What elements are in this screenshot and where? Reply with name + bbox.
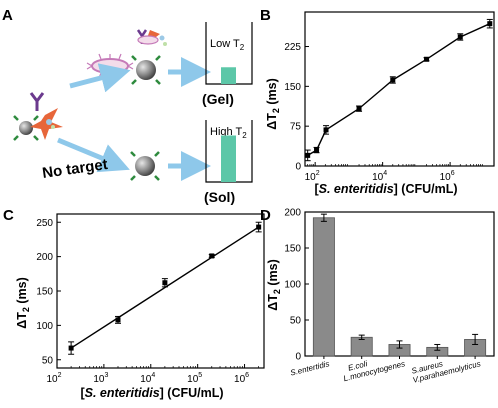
panel-b-ylabel-unit: (ms) xyxy=(265,78,279,108)
x-tick-label: 104 xyxy=(140,372,155,385)
data-point xyxy=(162,280,168,286)
series-line xyxy=(70,226,260,349)
data-point xyxy=(68,345,74,351)
y-tick-label: 150 xyxy=(284,244,301,255)
panel-c-ylabel-unit: (ms) xyxy=(15,277,29,307)
data-point xyxy=(323,127,329,133)
panel-d-ylabel-main: ΔT xyxy=(266,294,280,311)
panel-b-ylabel-sub: 2 xyxy=(271,108,281,113)
sol-caption: (Sol) xyxy=(204,189,235,205)
panel-b-xlabel-post: ] (CFU/mL) xyxy=(394,182,458,196)
bacteria-cluster-icon xyxy=(30,108,63,140)
high-t2-bar xyxy=(221,135,236,182)
data-point xyxy=(305,152,311,158)
y-tick-label: 150 xyxy=(284,82,301,93)
bottom-arrow-1 xyxy=(57,137,130,173)
high-t2-box: High T2 (Sol) xyxy=(204,120,253,205)
panel-b-xlabel-species: S. enteritidis xyxy=(319,182,394,196)
y-tick-label: 100 xyxy=(36,321,53,332)
dispersed-particle-icon xyxy=(130,151,160,181)
panel-c-xlabel-pre: [ xyxy=(80,386,85,400)
y-tick-label: 50 xyxy=(42,355,54,366)
data-point xyxy=(487,21,493,27)
panel-b-ylabel-main: ΔT xyxy=(265,113,279,130)
data-point xyxy=(209,253,215,259)
y-tick-label: 0 xyxy=(295,352,301,363)
x-tick-label: 102 xyxy=(46,372,61,385)
panel-c-label: C xyxy=(3,207,14,224)
aggregated-particle-icon xyxy=(131,29,167,85)
data-point xyxy=(115,317,121,323)
antibody-icon xyxy=(29,92,45,111)
y-tick-label: 250 xyxy=(36,218,53,229)
panel-c-ylabel-sub: 2 xyxy=(21,307,31,312)
no-target-label: No target xyxy=(41,156,109,182)
panel-a-label: A xyxy=(2,7,13,24)
svg-text:Low T2: Low T2 xyxy=(210,38,245,52)
panel-a: A Low T xyxy=(2,7,253,205)
top-arrow-1 xyxy=(69,63,131,93)
svg-text:ΔT2 (ms): ΔT2 (ms) xyxy=(265,78,281,130)
panel-d-label: D xyxy=(260,207,271,224)
data-point xyxy=(256,224,262,230)
bar xyxy=(312,217,335,357)
x-tick-label: 106 xyxy=(440,170,455,183)
low-t2-text: Low T xyxy=(210,38,240,50)
gel-caption: (Gel) xyxy=(202,91,234,107)
data-point xyxy=(390,77,396,83)
bar xyxy=(350,336,373,357)
x-tick-label: 106 xyxy=(234,372,249,385)
panel-d-ylabel-unit: (ms) xyxy=(266,259,280,289)
y-tick-label: 50 xyxy=(290,316,302,327)
low-t2-sub: 2 xyxy=(240,43,245,52)
data-point xyxy=(356,106,362,112)
panel-d-ylabel-sub: 2 xyxy=(272,289,282,294)
panel-c-xlabel-species: S. enteritidis xyxy=(85,386,160,400)
x-tick-label: 105 xyxy=(187,372,202,385)
x-tick-label: 104 xyxy=(372,170,387,183)
y-tick-label: 225 xyxy=(284,42,301,53)
high-t2-sub: 2 xyxy=(242,131,247,140)
svg-text:[S. enteritidis] (CFU/mL): [S. enteritidis] (CFU/mL) xyxy=(80,386,223,400)
high-t2-text: High T xyxy=(210,126,242,138)
svg-text:ΔT2 (ms): ΔT2 (ms) xyxy=(266,259,282,311)
panel-c-ylabel-main: ΔT xyxy=(15,312,29,329)
panel-b-xlabel-pre: [ xyxy=(314,182,319,196)
x-tick-label: 102 xyxy=(305,170,320,183)
data-point xyxy=(314,147,320,153)
y-tick-label: 100 xyxy=(284,280,301,291)
panel-c-xlabel-post: ] (CFU/mL) xyxy=(160,386,224,400)
y-tick-label: 75 xyxy=(290,122,302,133)
sensor-particle-icon xyxy=(13,115,39,141)
panel-b: B ΔT2 (ms) [S. enteritidis] (CFU/mL) 0 75… xyxy=(260,7,495,196)
svg-text:[S. enteritidis] (CFU/mL): [S. enteritidis] (CFU/mL) xyxy=(314,182,457,196)
panel-b-label: B xyxy=(260,7,271,24)
svg-text:High T2: High T2 xyxy=(210,126,247,140)
data-point xyxy=(457,34,463,40)
plotB-frame xyxy=(304,11,495,167)
data-point xyxy=(424,56,430,62)
svg-text:ΔT2 (ms): ΔT2 (ms) xyxy=(15,277,31,329)
x-tick-label: 103 xyxy=(93,372,108,385)
panel-c: C ΔT2 (ms) [S. enteritidis] (CFU/mL) 50 1… xyxy=(3,207,265,400)
y-tick-label: 200 xyxy=(36,252,53,263)
low-t2-bar xyxy=(221,67,236,84)
series-line xyxy=(307,23,491,157)
y-tick-label: 150 xyxy=(36,287,53,298)
low-t2-box: Low T2 (Gel) xyxy=(202,22,253,107)
y-tick-label: 0 xyxy=(295,162,301,173)
y-tick-label: 200 xyxy=(284,208,301,219)
